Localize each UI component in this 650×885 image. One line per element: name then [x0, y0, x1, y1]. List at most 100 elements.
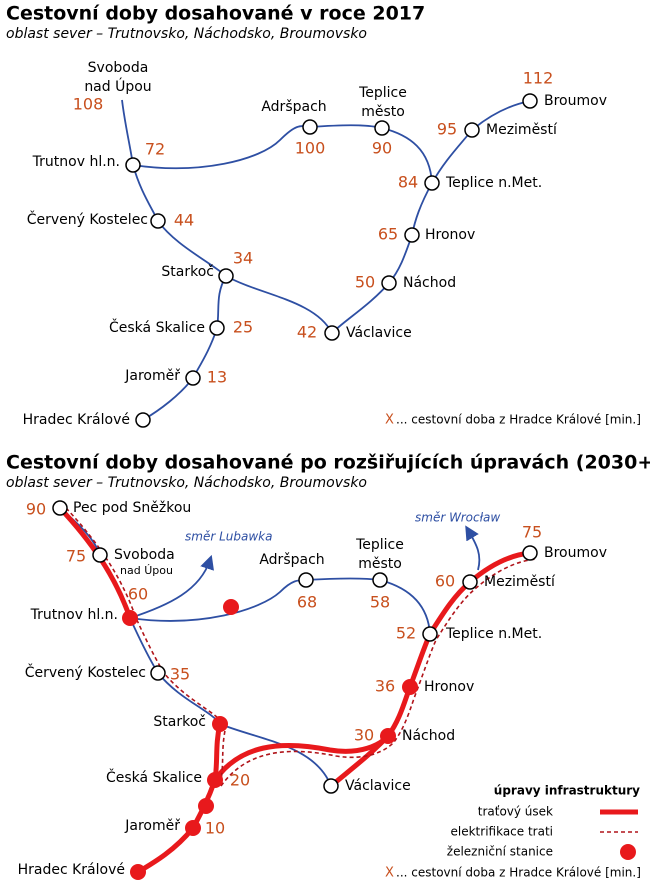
line	[331, 182, 433, 334]
direction-label: směr Lubawka	[185, 530, 272, 544]
station-name: Adršpach	[259, 552, 324, 568]
map-2017: Cestovní doby dosahované v roce 2017 obl…	[6, 3, 641, 429]
direction-arrow	[465, 525, 481, 571]
legend-marker: X	[385, 866, 394, 881]
legend-heading: úpravy infrastruktury	[494, 784, 640, 798]
track-upgrade	[212, 550, 533, 783]
travel-time: 30	[354, 726, 374, 745]
station-name: Červený Kostelec	[25, 663, 146, 681]
track-upgrade	[135, 721, 223, 875]
station	[324, 325, 340, 341]
line	[431, 100, 531, 184]
station	[372, 572, 388, 588]
station-name: Broumov	[544, 545, 607, 561]
travel-time: 84	[398, 173, 418, 192]
station-name: Teplice	[355, 537, 404, 553]
station	[135, 412, 151, 428]
station-name: město	[361, 104, 405, 120]
station-name: Starkoč	[161, 264, 214, 280]
legend-swatch	[620, 844, 636, 860]
line	[121, 99, 134, 166]
legend-text: ... cestovní doba z Hradce Králové [min.…	[396, 413, 641, 427]
legend-item: traťový úsek	[478, 805, 553, 819]
station-upgraded	[402, 679, 418, 695]
direction-label: směr Wrocław	[415, 511, 500, 525]
station	[209, 320, 225, 336]
travel-time: 35	[170, 665, 190, 684]
station-name: Česká Skalice	[106, 768, 202, 786]
station-name: Starkoč	[153, 714, 206, 730]
travel-time: 13	[207, 368, 227, 387]
station-name: Náchod	[403, 275, 456, 291]
station-name: Teplice n.Met.	[445, 175, 542, 191]
station	[422, 626, 438, 642]
station-upgraded	[207, 772, 223, 788]
legend-text: ... cestovní doba z Hradce Králové [min.…	[396, 866, 641, 880]
station	[381, 275, 397, 291]
travel-time: 58	[370, 593, 390, 612]
electrification	[65, 507, 227, 781]
travel-time: 108	[73, 95, 104, 114]
station-name: Václavice	[345, 778, 411, 794]
legend-item: elektrifikace trati	[451, 825, 554, 839]
station-name: Hronov	[425, 227, 475, 243]
station-name: Hradec Králové	[18, 862, 125, 878]
station	[150, 213, 166, 229]
legend-marker: X	[385, 413, 394, 428]
map-2030: Cestovní doby dosahované po rozšiřujícíc…	[6, 452, 650, 881]
station-name: Trutnov hl.n.	[30, 607, 118, 623]
station-name: Trutnov hl.n.	[32, 154, 120, 170]
direction-arrow	[129, 554, 214, 619]
title: Cestovní doby dosahované v roce 2017	[6, 3, 425, 25]
station-name: Václavice	[346, 325, 412, 341]
station-upgraded	[130, 864, 146, 880]
travel-time: 44	[174, 211, 194, 230]
station-name: Svoboda	[88, 60, 149, 76]
station	[404, 227, 420, 243]
station-name: Hradec Králové	[23, 412, 130, 428]
station	[424, 175, 440, 191]
subtitle: oblast sever – Trutnovsko, Náchodsko, Br…	[6, 26, 367, 42]
station-name: město	[358, 556, 402, 572]
station-name: Meziměstí	[486, 122, 558, 138]
line	[225, 275, 333, 334]
station	[298, 572, 314, 588]
station	[185, 370, 201, 386]
subtitle: oblast sever – Trutnovsko, Náchodsko, Br…	[6, 475, 367, 491]
station-name: Pec pod Sněžkou	[73, 500, 191, 516]
travel-time: 60	[128, 585, 148, 604]
station-name: Hronov	[424, 679, 474, 695]
travel-time: 68	[297, 593, 317, 612]
station-upgraded	[185, 820, 201, 836]
station-name: Náchod	[402, 728, 455, 744]
station	[52, 500, 68, 516]
station	[218, 268, 234, 284]
station-name: nad Úpou	[84, 77, 151, 95]
travel-time: 34	[233, 249, 253, 268]
travel-time: 65	[378, 225, 398, 244]
station	[323, 778, 339, 794]
station-upgraded	[122, 610, 138, 626]
travel-time: 112	[523, 69, 554, 88]
station	[125, 157, 141, 173]
station	[522, 93, 538, 109]
station-name: Svoboda	[114, 547, 175, 563]
station	[462, 574, 478, 590]
travel-time: 52	[396, 624, 416, 643]
station	[374, 120, 390, 136]
title: Cestovní doby dosahované po rozšiřujícíc…	[6, 452, 650, 474]
electrification	[220, 558, 537, 787]
travel-time: 75	[522, 523, 542, 542]
travel-time: 50	[355, 273, 375, 292]
travel-time: 36	[375, 677, 395, 696]
travel-time: 42	[297, 323, 317, 342]
station	[464, 122, 480, 138]
travel-time: 90	[372, 139, 392, 158]
station	[302, 119, 318, 135]
station-name: Červený Kostelec	[27, 210, 148, 228]
station-name: Teplice n.Met.	[445, 626, 542, 642]
station-upgraded	[380, 728, 396, 744]
station-name: Jaroměř	[124, 368, 180, 384]
travel-time: 100	[295, 139, 326, 158]
